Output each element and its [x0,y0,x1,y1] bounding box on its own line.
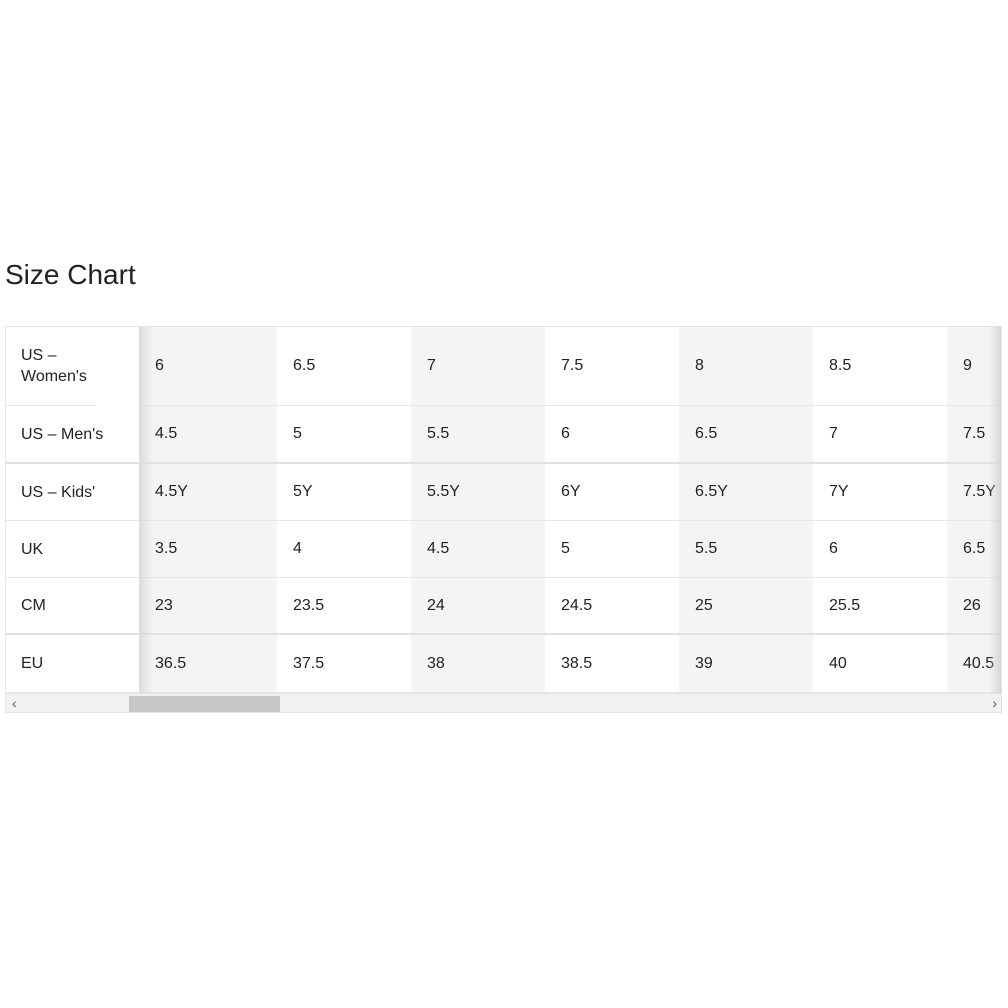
size-cell: 9 [947,327,1001,406]
scroll-left-arrow-icon[interactable]: ‹ [12,695,17,711]
row-label: CM [6,578,139,635]
size-column: 6.5 5 5Y 4 23.5 37.5 [277,327,411,693]
size-cell: 26 [947,578,1001,635]
size-cell: 38 [411,635,545,693]
size-column: 6 4.5 4.5Y 3.5 23 36.5 [139,327,277,693]
scroll-shadow-right [989,327,1001,693]
scrollbar-thumb[interactable] [129,696,280,712]
size-cell: 7.5Y [947,464,1001,521]
size-cell: 4.5Y [139,464,277,521]
size-cell: 5.5 [679,521,813,578]
size-cell: 8.5 [813,327,947,406]
label-column: US – Women's US – Men's US – Kids' UK CM EU [6,327,139,693]
row-label: EU [6,635,139,693]
size-cell: 40.5 [947,635,1001,693]
size-cell: 39 [679,635,813,693]
size-cell: 37.5 [277,635,411,693]
size-cell: 6.5 [947,521,1001,578]
size-cell: 36.5 [139,635,277,693]
size-cell: 6 [545,406,679,464]
size-column: 7.5 6 6Y 5 24.5 38.5 [545,327,679,693]
row-label: US – Men's [6,406,139,464]
size-cell: 38.5 [545,635,679,693]
row-label: UK [6,521,139,578]
size-cell: 7Y [813,464,947,521]
size-cell: 6.5 [679,406,813,464]
size-cell: 5.5Y [411,464,545,521]
size-cell: 5Y [277,464,411,521]
size-cell: 7.5 [947,406,1001,464]
size-cell: 7 [813,406,947,464]
size-cell: 25.5 [813,578,947,635]
size-cell: 24.5 [545,578,679,635]
size-chart-table: US – Women's US – Men's US – Kids' UK CM EU 6 4… [5,326,1002,713]
size-cell: 23 [139,578,277,635]
table-grid: US – Women's US – Men's US – Kids' UK CM EU 6 4… [6,327,1001,693]
horizontal-scrollbar[interactable]: ‹ › [6,693,1001,712]
size-cell: 3.5 [139,521,277,578]
size-column: 8.5 7 7Y 6 25.5 40 [813,327,947,693]
size-cell: 23.5 [277,578,411,635]
size-cell: 5 [545,521,679,578]
size-cell: 7 [411,327,545,406]
size-cell: 7.5 [545,327,679,406]
size-column: 7 5.5 5.5Y 4.5 24 38 [411,327,545,693]
scroll-shadow-left [139,327,153,693]
size-cell: 40 [813,635,947,693]
size-cell: 8 [679,327,813,406]
size-cell: 24 [411,578,545,635]
size-cell: 4.5 [139,406,277,464]
page-title: Size Chart [5,259,136,290]
row-label: US – Women's [6,327,96,406]
size-cell: 6Y [545,464,679,521]
size-cell: 6 [139,327,277,406]
size-cell: 5.5 [411,406,545,464]
scroll-right-arrow-icon[interactable]: › [992,695,997,711]
size-cell: 25 [679,578,813,635]
size-column: 8 6.5 6.5Y 5.5 25 39 [679,327,813,693]
size-cell: 5 [277,406,411,464]
size-cell: 6.5Y [679,464,813,521]
row-label: US – Kids' [6,464,139,521]
size-cell: 6 [813,521,947,578]
size-cell: 6.5 [277,327,411,406]
size-cell: 4.5 [411,521,545,578]
size-cell: 4 [277,521,411,578]
